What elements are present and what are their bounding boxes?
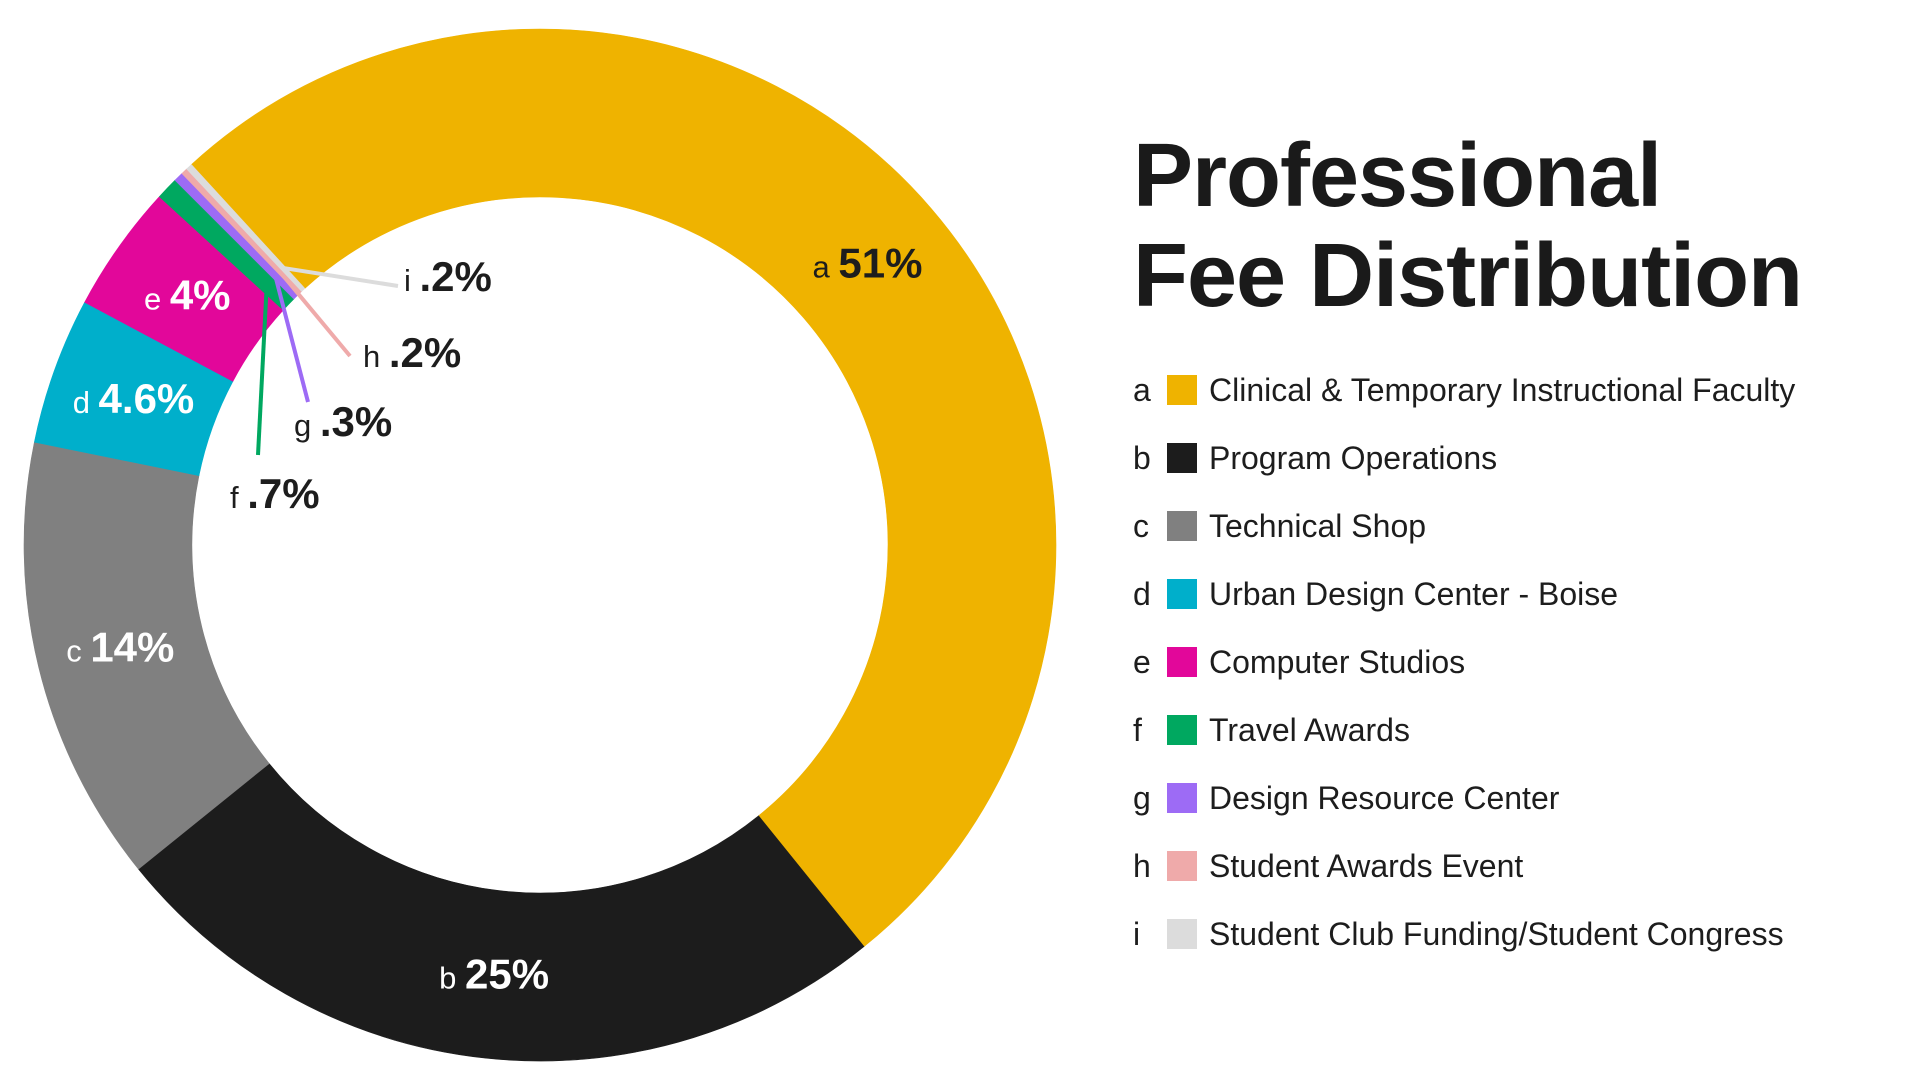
legend-swatch (1167, 511, 1197, 541)
legend-letter: b (1133, 439, 1151, 476)
legend-swatch (1167, 715, 1197, 745)
slices-layer (23, 28, 1057, 1062)
legend-letter: h (1133, 847, 1151, 884)
legend-letter: f (1133, 711, 1142, 748)
slice-label-value: .3% (320, 398, 392, 445)
slice-label-value: .7% (247, 470, 319, 517)
donut-slice-i (186, 164, 306, 292)
legend-item-c: c Technical Shop (1133, 492, 1795, 560)
slice-label-value: 25% (465, 951, 549, 998)
legend-letter: a (1133, 371, 1151, 408)
donut-chart-area: a 51% b 25% c 14% d 4.6% e 4% f .7% g .3% h .2%… (23, 28, 1057, 1062)
chart-title: Professional Fee Distribution (1133, 126, 1803, 326)
legend-label: Student Club Funding/Student Congress (1209, 915, 1784, 952)
legend-letter: i (1133, 915, 1141, 952)
slice-label-value: 51% (838, 239, 922, 286)
slice-label-i: i .2% (404, 253, 492, 300)
legend-label: Technical Shop (1209, 507, 1427, 544)
donut-chart: a 51% b 25% c 14% d 4.6% e 4% f .7% g .3% h .2%… (23, 28, 1057, 1062)
slice-label-letter: h (363, 339, 389, 374)
legend-item-d: d Urban Design Center - Boise (1133, 560, 1795, 628)
legend-swatch (1167, 783, 1197, 813)
slice-label-letter: a (813, 249, 839, 284)
slice-label-value: .2% (389, 329, 461, 376)
leader-line-g (273, 274, 310, 403)
chart-title-line-1: Professional (1133, 126, 1662, 226)
legend-label: Student Awards Event (1209, 847, 1524, 884)
slice-label-value: 4.6% (99, 375, 195, 422)
donut-slice-a (190, 28, 1057, 947)
legend-swatch (1167, 375, 1197, 405)
slice-label-letter: b (439, 961, 465, 996)
donut-slice-c (23, 441, 270, 870)
chart-title-line-2: Fee Distribution (1133, 226, 1803, 326)
legend-swatch (1167, 579, 1197, 609)
legend-letter: g (1133, 779, 1151, 816)
legend-label: Computer Studios (1209, 643, 1466, 680)
slice-label-letter: e (144, 282, 170, 317)
slice-label-e: e 4% (144, 272, 231, 319)
legend-label: Travel Awards (1209, 711, 1410, 748)
slice-label-value: 4% (170, 272, 231, 319)
legend-label: Clinical & Temporary Instructional Facul… (1209, 371, 1796, 408)
legend-item-e: e Computer Studios (1133, 628, 1795, 696)
slice-label-letter: d (73, 385, 99, 420)
slice-label-letter: f (230, 480, 247, 515)
slice-label-f: f .7% (230, 470, 320, 517)
legend-item-g: g Design Resource Center (1133, 764, 1795, 832)
legend-letter: d (1133, 575, 1151, 612)
slice-label-value: .2% (420, 253, 492, 300)
leader-line-i (282, 265, 399, 288)
slice-label-h: h .2% (363, 329, 461, 376)
slice-label-d: d 4.6% (73, 375, 195, 422)
legend-item-h: h Student Awards Event (1133, 832, 1795, 900)
slice-label-b: b 25% (439, 951, 549, 998)
legend-letter: e (1133, 643, 1151, 680)
legend: a Clinical & Temporary Instructional Fac… (1133, 356, 1795, 968)
leader-line-f (256, 283, 269, 456)
legend-swatch (1167, 647, 1197, 677)
slice-label-c: c 14% (66, 623, 174, 670)
slice-label-letter: i (404, 263, 420, 298)
slice-label-value: 14% (90, 623, 174, 670)
legend-item-a: a Clinical & Temporary Instructional Fac… (1133, 356, 1795, 424)
legend-item-f: f Travel Awards (1133, 696, 1795, 764)
legend-swatch (1167, 851, 1197, 881)
donut-slice-b (138, 763, 865, 1062)
slice-label-g: g .3% (294, 398, 392, 445)
legend-item-i: i Student Club Funding/Student Congress (1133, 900, 1795, 968)
legend-label: Program Operations (1209, 439, 1498, 476)
leader-line-h (277, 269, 352, 358)
slice-label-letter: c (66, 633, 90, 668)
legend-letter: c (1133, 507, 1149, 544)
legend-label: Design Resource Center (1209, 779, 1560, 816)
legend-swatch (1167, 919, 1197, 949)
slice-labels-layer: a 51% b 25% c 14% d 4.6% e 4% f .7% g .3% h .2%… (66, 239, 922, 997)
legend-item-b: b Program Operations (1133, 424, 1795, 492)
legend-swatch (1167, 443, 1197, 473)
legend-label: Urban Design Center - Boise (1209, 575, 1619, 612)
leader-lines-layer (256, 265, 399, 456)
slice-label-letter: g (294, 408, 320, 443)
slice-label-a: a 51% (813, 239, 923, 286)
